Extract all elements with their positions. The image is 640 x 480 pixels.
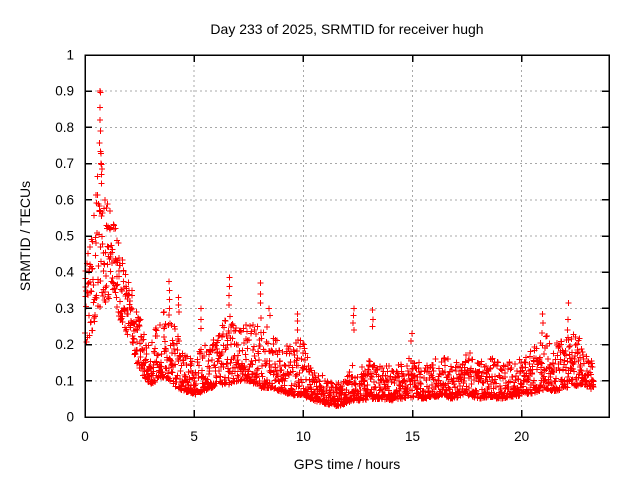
- y-tick-label: 1: [66, 48, 74, 63]
- y-tick-label: 0.4: [55, 265, 74, 280]
- x-tick-label: 15: [405, 429, 420, 444]
- y-tick-label: 0.3: [55, 301, 74, 316]
- tick-labels: 00.10.20.30.40.50.60.70.80.910 5 10 15 20: [55, 48, 529, 445]
- y-tick-label: 0.5: [55, 229, 74, 244]
- x-tick-label: 10: [296, 429, 311, 444]
- x-tick-label: 5: [190, 429, 198, 444]
- y-axis-label: SRMTID / TECUs: [17, 181, 33, 291]
- y-tick-label: 0.2: [55, 337, 74, 352]
- x-tick-label: 20: [514, 429, 529, 444]
- scatter-markers: [82, 88, 597, 409]
- y-tick-label: 0: [66, 410, 74, 425]
- gridlines: [85, 55, 609, 417]
- y-tick-label: 0.8: [55, 120, 74, 135]
- x-axis-label: GPS time / hours: [294, 456, 401, 472]
- y-tick-label: 0.6: [55, 192, 74, 207]
- x-tick-label: 0: [81, 429, 89, 444]
- data-points: [82, 88, 597, 409]
- y-tick-label: 0.7: [55, 156, 74, 171]
- y-tick-label: 0.9: [55, 84, 74, 99]
- y-tick-label: 0.1: [55, 373, 74, 388]
- chart-title: Day 233 of 2025, SRMTID for receiver hug…: [210, 21, 483, 37]
- plot-frame: [84, 54, 610, 418]
